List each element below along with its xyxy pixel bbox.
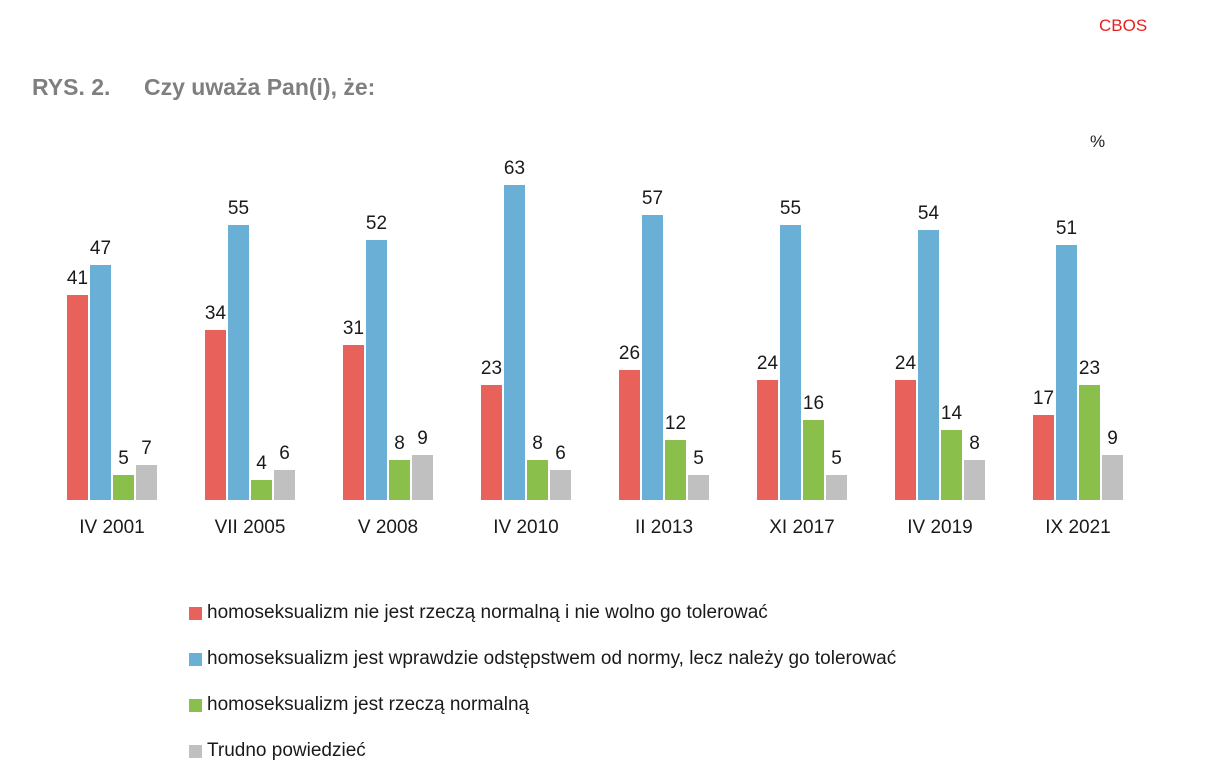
data-label-iv-2019-series-3: 14	[941, 403, 963, 424]
data-label-ii-2013-series-2: 57	[642, 188, 663, 209]
x-tick-label-xi-2017: XI 2017	[769, 517, 835, 538]
bar-ix-2021-series-1	[1033, 415, 1054, 500]
bar-vii-2005-series-4	[274, 470, 295, 500]
data-label-vii-2005-series-1: 34	[205, 303, 227, 324]
bar-iv-2001-series-4	[136, 465, 157, 500]
bar-iv-2010-series-1	[481, 385, 502, 500]
data-label-iv-2001-series-1: 41	[67, 268, 88, 289]
data-label-ix-2021-series-3: 23	[1079, 358, 1100, 379]
figure-number: RYS. 2.	[32, 74, 111, 100]
data-label-iv-2010-series-2: 63	[504, 158, 525, 179]
data-label-iv-2010-series-4: 6	[555, 443, 566, 464]
data-label-iv-2001-series-3: 5	[118, 448, 129, 469]
legend-item-2: homoseksualizm jest wprawdzie odstępstwe…	[189, 636, 896, 682]
data-label-v-2008-series-2: 52	[366, 213, 387, 234]
bar-v-2008-series-2	[366, 240, 387, 500]
legend-swatch	[189, 606, 202, 620]
bar-vii-2005-series-2	[228, 225, 249, 500]
legend-swatch	[189, 744, 202, 758]
bar-xi-2017-series-4	[826, 475, 847, 500]
legend-item-4: Trudno powiedzieć	[189, 728, 896, 774]
legend-label: homoseksualizm nie jest rzeczą normalną …	[207, 602, 768, 623]
bar-xi-2017-series-3	[803, 420, 824, 500]
bar-ii-2013-series-4	[688, 475, 709, 500]
data-label-xi-2017-series-1: 24	[757, 353, 779, 374]
legend-item-3: homoseksualizm jest rzeczą normalną	[189, 682, 896, 728]
data-label-iv-2001-series-2: 47	[90, 238, 111, 259]
bar-iv-2019-series-1	[895, 380, 916, 500]
x-tick-label-ii-2013: II 2013	[635, 517, 693, 538]
data-label-ii-2013-series-4: 5	[693, 448, 704, 469]
x-tick-label-iv-2019: IV 2019	[907, 517, 973, 538]
data-label-iv-2010-series-3: 8	[532, 433, 543, 454]
bar-iv-2001-series-2	[90, 265, 111, 500]
bar-vii-2005-series-1	[205, 330, 226, 500]
legend-item-1: homoseksualizm nie jest rzeczą normalną …	[189, 590, 896, 636]
bar-ix-2021-series-4	[1102, 455, 1123, 500]
data-label-ix-2021-series-2: 51	[1056, 218, 1077, 239]
bar-xi-2017-series-1	[757, 380, 778, 500]
data-label-ix-2021-series-1: 17	[1033, 388, 1054, 409]
bar-iv-2010-series-4	[550, 470, 571, 500]
x-tick-label-iv-2001: IV 2001	[79, 517, 145, 538]
data-label-xi-2017-series-4: 5	[831, 448, 842, 469]
x-tick-label-ix-2021: IX 2021	[1045, 517, 1111, 538]
bar-iv-2001-series-1	[67, 295, 88, 500]
data-label-v-2008-series-4: 9	[417, 428, 428, 449]
figure-title-text: Czy uważa Pan(i), że:	[144, 74, 376, 100]
data-label-xi-2017-series-2: 55	[780, 198, 801, 219]
data-label-vii-2005-series-4: 6	[279, 443, 290, 464]
data-label-iv-2019-series-1: 24	[895, 353, 917, 374]
data-label-v-2008-series-1: 31	[343, 318, 364, 339]
bar-iv-2019-series-3	[941, 430, 962, 500]
bar-ix-2021-series-3	[1079, 385, 1100, 500]
legend-label: Trudno powiedzieć	[207, 740, 366, 761]
data-label-iv-2001-series-4: 7	[141, 438, 152, 459]
bar-xi-2017-series-2	[780, 225, 801, 500]
data-label-ix-2021-series-4: 9	[1107, 428, 1118, 449]
legend-swatch	[189, 698, 202, 712]
data-label-xi-2017-series-3: 16	[803, 393, 824, 414]
data-label-vii-2005-series-2: 55	[228, 198, 249, 219]
data-label-ii-2013-series-1: 26	[619, 343, 640, 364]
bar-iv-2019-series-4	[964, 460, 985, 500]
x-tick-label-vii-2005: VII 2005	[215, 517, 286, 538]
data-label-iv-2019-series-4: 8	[969, 433, 980, 454]
bar-v-2008-series-3	[389, 460, 410, 500]
bar-ix-2021-series-2	[1056, 245, 1077, 500]
data-label-ii-2013-series-3: 12	[665, 413, 686, 434]
bar-vii-2005-series-3	[251, 480, 272, 500]
bar-ii-2013-series-1	[619, 370, 640, 500]
data-label-iv-2019-series-2: 54	[918, 203, 940, 224]
data-label-vii-2005-series-3: 4	[256, 453, 267, 474]
bar-iv-2010-series-2	[504, 185, 525, 500]
chart-title: RYS. 2. Czy uważa Pan(i), że:	[32, 74, 375, 101]
bar-v-2008-series-1	[343, 345, 364, 500]
bar-iv-2019-series-2	[918, 230, 939, 500]
bar-iv-2001-series-3	[113, 475, 134, 500]
x-tick-label-v-2008: V 2008	[358, 517, 418, 538]
chart-legend: homoseksualizm nie jest rzeczą normalną …	[189, 590, 896, 774]
legend-swatch	[189, 652, 202, 666]
bar-v-2008-series-4	[412, 455, 433, 500]
bar-ii-2013-series-2	[642, 215, 663, 500]
bar-iv-2010-series-3	[527, 460, 548, 500]
x-tick-label-iv-2010: IV 2010	[493, 517, 559, 538]
legend-label: homoseksualizm jest rzeczą normalną	[207, 694, 530, 715]
legend-label: homoseksualizm jest wprawdzie odstępstwe…	[207, 648, 897, 669]
brand-label: CBOS	[1099, 16, 1148, 35]
data-label-v-2008-series-3: 8	[394, 433, 405, 454]
data-label-iv-2010-series-1: 23	[481, 358, 502, 379]
unit-label: %	[1090, 132, 1106, 151]
bar-ii-2013-series-3	[665, 440, 686, 500]
